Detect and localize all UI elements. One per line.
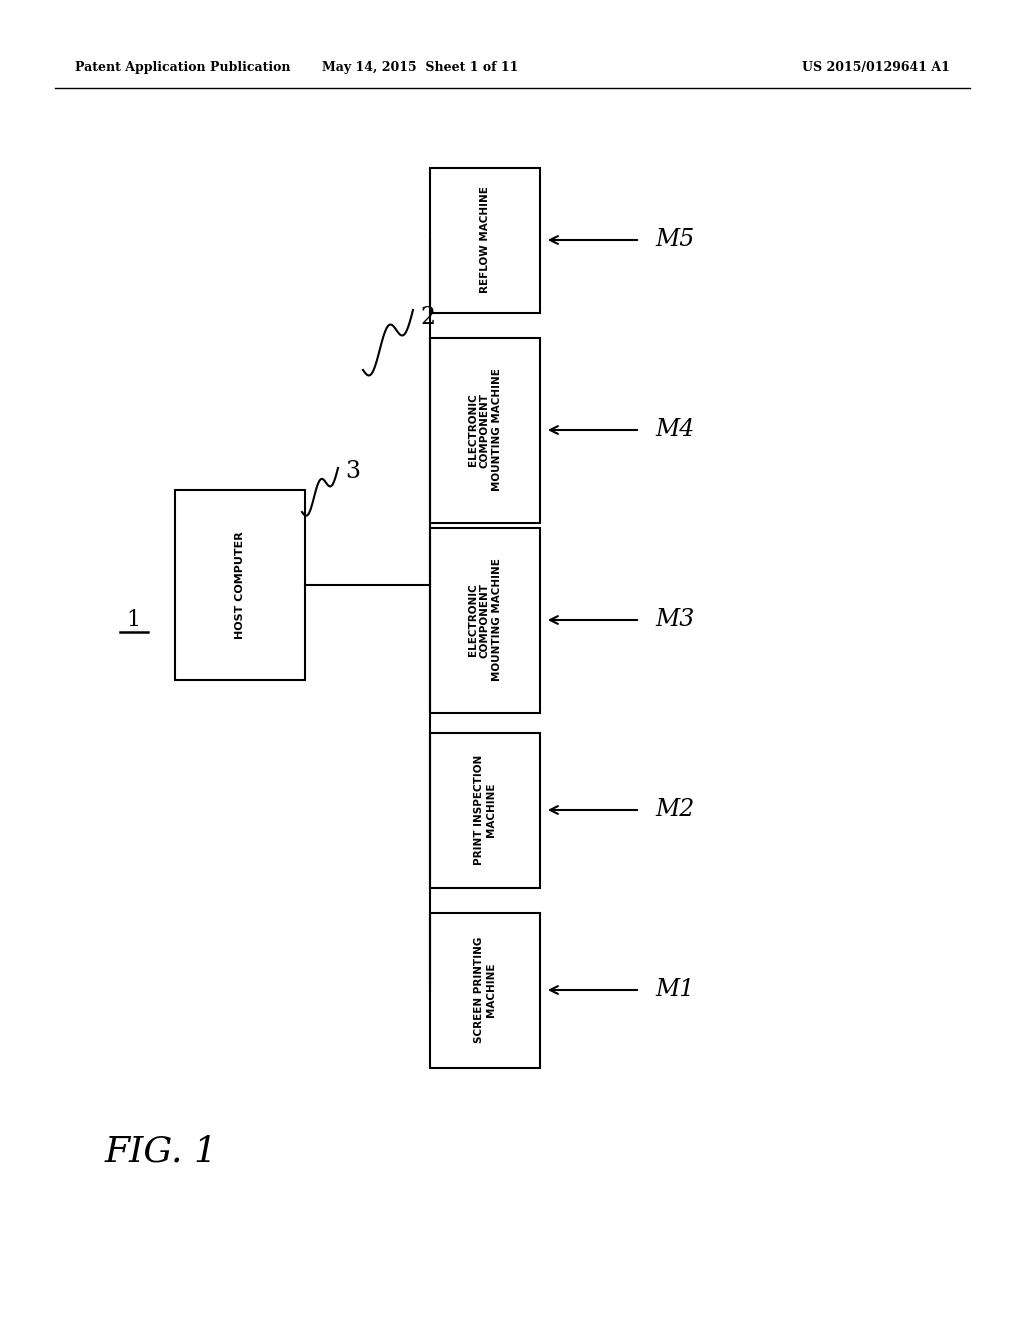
- Text: 2: 2: [420, 306, 435, 330]
- Text: SCREEN PRINTING
MACHINE: SCREEN PRINTING MACHINE: [474, 937, 497, 1043]
- Text: US 2015/0129641 A1: US 2015/0129641 A1: [802, 62, 950, 74]
- Text: HOST COMPUTER: HOST COMPUTER: [234, 531, 245, 639]
- Text: M5: M5: [655, 228, 694, 252]
- Text: 3: 3: [345, 461, 360, 483]
- Text: ELECTRONIC
COMPONENT
MOUNTING MACHINE: ELECTRONIC COMPONENT MOUNTING MACHINE: [468, 368, 503, 491]
- Text: Patent Application Publication: Patent Application Publication: [75, 62, 291, 74]
- Bar: [430, 528, 540, 713]
- Text: M3: M3: [655, 609, 694, 631]
- Text: M2: M2: [655, 799, 694, 821]
- Text: M1: M1: [655, 978, 694, 1002]
- Text: May 14, 2015  Sheet 1 of 11: May 14, 2015 Sheet 1 of 11: [322, 62, 518, 74]
- Text: M4: M4: [655, 418, 694, 441]
- Bar: [175, 490, 305, 680]
- Text: REFLOW MACHINE: REFLOW MACHINE: [480, 186, 490, 293]
- Text: ELECTRONIC
COMPONENT
MOUNTING MACHINE: ELECTRONIC COMPONENT MOUNTING MACHINE: [468, 558, 503, 681]
- Text: 1: 1: [126, 609, 140, 631]
- Bar: [430, 912, 540, 1068]
- Bar: [430, 168, 540, 313]
- Bar: [430, 733, 540, 887]
- Bar: [430, 338, 540, 523]
- Text: PRINT INSPECTION
MACHINE: PRINT INSPECTION MACHINE: [474, 755, 497, 865]
- Text: FIG. 1: FIG. 1: [105, 1135, 218, 1170]
